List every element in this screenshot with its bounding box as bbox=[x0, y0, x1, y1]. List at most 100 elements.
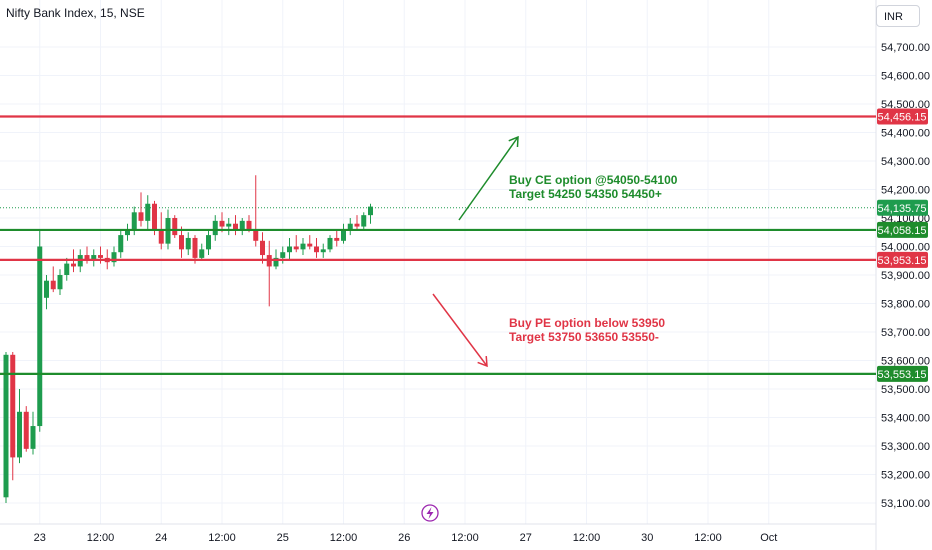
buy-pe-line1: Buy PE option below 53950 bbox=[509, 316, 666, 330]
candle-body bbox=[111, 252, 117, 263]
x-tick-label: 30 bbox=[641, 532, 653, 544]
candle-body bbox=[368, 206, 373, 216]
candle-body bbox=[185, 237, 191, 250]
level-price-tag bbox=[877, 108, 928, 125]
x-tick-label: 26 bbox=[398, 532, 410, 544]
x-tick-label: 12:00 bbox=[694, 532, 722, 544]
y-tick-label: 54,400.00 bbox=[881, 128, 930, 140]
candle-body bbox=[44, 280, 49, 298]
candle-body bbox=[212, 220, 218, 236]
y-tick-label: 54,200.00 bbox=[881, 185, 930, 197]
candle-body bbox=[37, 246, 43, 427]
y-tick-label: 53,900.00 bbox=[881, 270, 930, 282]
buy-ce-annotation: Buy CE option @54050-54100 Target 54250 … bbox=[509, 173, 677, 201]
y-tick-label: 53,800.00 bbox=[881, 299, 930, 311]
candle-body bbox=[253, 229, 259, 241]
buy-ce-arrow-head bbox=[508, 135, 519, 148]
x-tick-label: 12:00 bbox=[87, 532, 115, 544]
candle-body bbox=[84, 255, 90, 261]
y-tick-label: 53,400.00 bbox=[881, 413, 930, 425]
y-tick-label: 54,000.00 bbox=[881, 242, 930, 254]
candle-body bbox=[152, 203, 157, 230]
buy-ce-line2: Target 54250 54350 54450+ bbox=[509, 187, 662, 201]
level-price-label: 53,953.15 bbox=[878, 255, 927, 267]
y-tick-label: 54,600.00 bbox=[881, 71, 930, 83]
candle-body bbox=[91, 255, 97, 261]
candle-body bbox=[334, 237, 340, 241]
y-tick-label: 53,300.00 bbox=[881, 441, 930, 453]
candle-body bbox=[131, 212, 137, 230]
candle-body bbox=[138, 212, 144, 221]
candle-body bbox=[145, 203, 151, 221]
candle-body bbox=[327, 237, 333, 250]
x-tick-label: 12:00 bbox=[208, 532, 236, 544]
candle-body bbox=[341, 229, 346, 241]
candle-body bbox=[300, 243, 306, 250]
level-price-tag bbox=[877, 251, 928, 268]
candle-body bbox=[10, 354, 16, 458]
candle-body bbox=[273, 257, 279, 267]
x-tick-label: 23 bbox=[34, 532, 46, 544]
buy-pe-line2: Target 53750 53650 53550- bbox=[509, 330, 659, 344]
current-price-label: 54,135.75 bbox=[878, 203, 927, 215]
currency-selector[interactable]: INR bbox=[876, 5, 920, 27]
candle-body bbox=[57, 275, 63, 290]
candle-body bbox=[320, 249, 326, 253]
lightning-icon-glyph bbox=[426, 507, 434, 519]
y-tick-label: 54,700.00 bbox=[881, 42, 930, 54]
candle-body bbox=[361, 215, 367, 227]
candle-body bbox=[233, 223, 238, 230]
candle-body bbox=[172, 218, 178, 236]
buy-ce-arrow[interactable] bbox=[458, 136, 519, 221]
candle-body bbox=[219, 220, 225, 227]
candle-body bbox=[64, 263, 70, 275]
level-price-label: 54,058.15 bbox=[878, 225, 927, 237]
candle-body bbox=[287, 246, 292, 253]
candle-body bbox=[239, 220, 245, 230]
candle-body bbox=[3, 354, 9, 498]
candle-body bbox=[50, 280, 56, 290]
candle-body bbox=[246, 220, 252, 230]
buy-ce-line1: Buy CE option @54050-54100 bbox=[509, 173, 678, 187]
candle-body bbox=[347, 223, 353, 230]
current-price-tag bbox=[877, 199, 928, 216]
x-tick-label: 25 bbox=[277, 532, 289, 544]
candle-body bbox=[354, 223, 360, 227]
candle-body bbox=[260, 240, 265, 256]
y-tick-label: 53,500.00 bbox=[881, 384, 930, 396]
symbol-title: Nifty Bank Index, 15, NSE bbox=[6, 6, 145, 20]
buy-pe-arrow[interactable] bbox=[432, 293, 488, 367]
candle-body bbox=[125, 229, 130, 236]
x-tick-label: 24 bbox=[155, 532, 167, 544]
candle-body bbox=[293, 246, 299, 250]
candle-body bbox=[17, 411, 22, 458]
y-tick-label: 53,200.00 bbox=[881, 470, 930, 482]
candle-body bbox=[179, 235, 184, 250]
candle-body bbox=[118, 235, 124, 253]
y-tick-label: 53,700.00 bbox=[881, 327, 930, 339]
candle-body bbox=[98, 255, 103, 258]
level-price-tag bbox=[877, 365, 928, 382]
level-price-label: 54,456.15 bbox=[878, 111, 927, 123]
y-tick-label: 54,500.00 bbox=[881, 99, 930, 111]
candle-body bbox=[199, 249, 205, 258]
candle-body bbox=[226, 223, 232, 227]
x-tick-label: 12:00 bbox=[330, 532, 358, 544]
level-price-label: 53,553.15 bbox=[878, 369, 927, 381]
candle-body bbox=[307, 243, 313, 247]
buy-pe-arrow-head bbox=[477, 355, 488, 368]
x-tick-label: 27 bbox=[520, 532, 532, 544]
candle-body bbox=[23, 411, 29, 449]
x-tick-label: 12:00 bbox=[451, 532, 479, 544]
y-tick-label: 53,100.00 bbox=[881, 498, 930, 510]
level-price-tag bbox=[877, 221, 928, 238]
candle-body bbox=[158, 229, 164, 244]
candle-body bbox=[206, 235, 211, 250]
candle-body bbox=[30, 426, 36, 449]
x-tick-label: Oct bbox=[760, 532, 777, 544]
candle-body bbox=[314, 246, 319, 253]
candle-body bbox=[280, 252, 286, 258]
candle-body bbox=[71, 263, 76, 267]
